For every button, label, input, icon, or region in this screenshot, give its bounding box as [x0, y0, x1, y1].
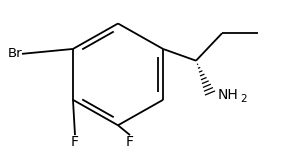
Text: Br: Br — [8, 47, 22, 60]
Text: NH: NH — [218, 88, 239, 102]
Text: F: F — [126, 135, 134, 149]
Text: F: F — [71, 135, 79, 149]
Text: 2: 2 — [240, 94, 247, 104]
